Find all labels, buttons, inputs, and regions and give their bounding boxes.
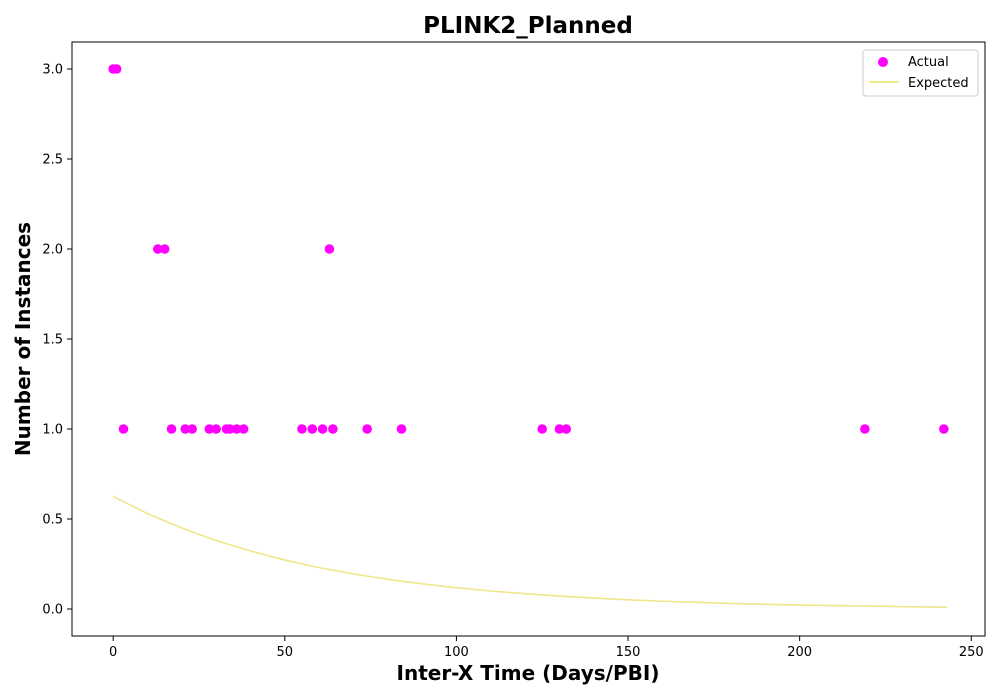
actual-point [537, 424, 548, 434]
legend-expected-label: Expected [908, 76, 969, 91]
x-axis-label: Inter-X Time (Days/PBI) [397, 661, 660, 685]
actual-point [204, 424, 215, 434]
actual-point [317, 424, 328, 434]
actual-point [238, 424, 249, 434]
y-tick-label: 1.0 [42, 423, 63, 438]
y-axis-label: Number of Instances [11, 222, 35, 456]
x-tick-label: 0 [109, 645, 117, 660]
actual-point [307, 424, 318, 434]
legend-actual-marker [878, 57, 888, 67]
actual-point [324, 244, 335, 254]
actual-point [396, 424, 407, 434]
x-tick-label: 50 [277, 645, 294, 660]
actual-point [554, 424, 565, 434]
actual-point [111, 64, 122, 74]
y-tick-label: 2.0 [42, 243, 63, 258]
x-tick-label: 100 [444, 645, 469, 660]
y-tick-label: 3.0 [42, 63, 63, 78]
chart-title: PLINK2_Planned [423, 13, 633, 39]
x-axis: 0 50 100 150 200 250 [109, 636, 984, 660]
plot-marks [108, 64, 949, 608]
actual-point [180, 424, 191, 434]
actual-point [225, 424, 235, 434]
actual-point [561, 424, 572, 434]
legend: Actual Expected [862, 49, 979, 97]
actual-point [187, 424, 197, 434]
actual-point [231, 424, 242, 434]
plot-area [71, 41, 986, 637]
x-tick-label: 250 [959, 645, 984, 660]
y-tick-label: 0.5 [42, 513, 63, 528]
y-tick-label: 2.5 [42, 153, 63, 168]
y-tick-label: 1.5 [42, 333, 63, 348]
actual-point [166, 424, 177, 434]
actual-point [362, 424, 372, 434]
actual-point [328, 424, 338, 434]
y-tick-label: 0.0 [42, 603, 63, 618]
x-tick-label: 200 [787, 645, 812, 660]
expected-line [112, 495, 948, 608]
actual-point [939, 424, 949, 434]
x-tick-label: 150 [616, 645, 641, 660]
actual-point [297, 424, 307, 434]
legend-box [862, 49, 979, 97]
actual-point [860, 424, 870, 434]
actual-point [118, 424, 129, 434]
y-axis: 0.0 0.5 1.0 1.5 2.0 2.5 3.0 [42, 63, 72, 618]
actual-point [159, 244, 170, 254]
actual-point [153, 244, 163, 254]
actual-point [211, 424, 221, 434]
legend-actual-label: Actual [908, 55, 949, 70]
